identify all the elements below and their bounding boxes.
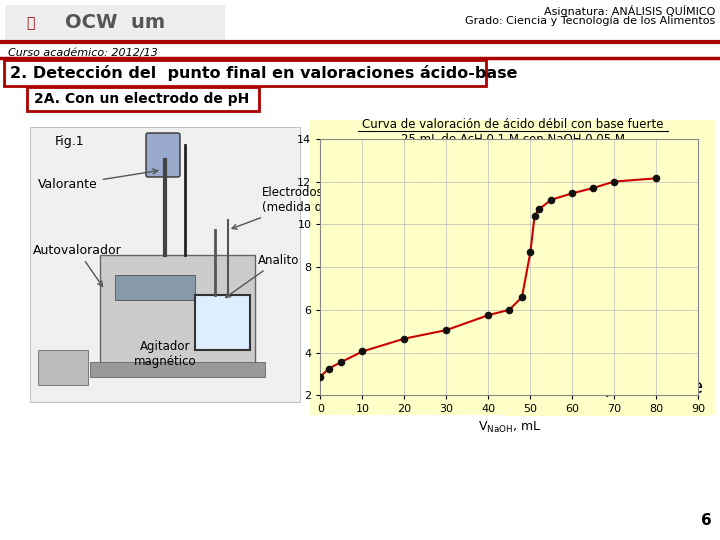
X-axis label: $\mathregular{V_{NaOH}}$, mL: $\mathregular{V_{NaOH}}$, mL <box>477 420 541 435</box>
Text: 25 mL de AcH 0,1 M con NaOH 0,05 M: 25 mL de AcH 0,1 M con NaOH 0,05 M <box>401 132 625 145</box>
Point <box>441 326 452 334</box>
Point <box>528 211 540 220</box>
Point <box>356 347 368 356</box>
FancyBboxPatch shape <box>27 87 259 111</box>
Point <box>588 184 599 192</box>
FancyBboxPatch shape <box>195 295 250 350</box>
FancyBboxPatch shape <box>30 127 300 402</box>
Text: OCW  um: OCW um <box>65 14 165 32</box>
Point <box>315 373 326 381</box>
Text: Asignatura: ANÁLISIS QUÍMICO: Asignatura: ANÁLISIS QUÍMICO <box>544 5 715 17</box>
Point <box>336 357 347 366</box>
Text: P: P <box>520 355 536 375</box>
Text: unto de: unto de <box>533 355 608 375</box>
Point <box>323 364 335 373</box>
Text: Curva de valoración de ácido débil con base fuerte: Curva de valoración de ácido débil con b… <box>362 118 664 132</box>
FancyBboxPatch shape <box>506 346 709 416</box>
Text: Curso académico: 2012/13: Curso académico: 2012/13 <box>8 48 158 58</box>
Text: Analito: Analito <box>225 253 300 298</box>
FancyBboxPatch shape <box>146 133 180 177</box>
Text: 6: 6 <box>701 513 712 528</box>
Text: Valorante: Valorante <box>38 169 158 192</box>
FancyBboxPatch shape <box>115 275 195 300</box>
Point <box>546 195 557 204</box>
Point <box>504 306 516 314</box>
Text: Grado: Ciencia y Tecnología de los Alimentos: Grado: Ciencia y Tecnología de los Alime… <box>464 16 715 26</box>
FancyBboxPatch shape <box>310 120 715 415</box>
Point <box>482 311 494 320</box>
Text: Electrodos
(medida de pH): Electrodos (medida de pH) <box>232 186 354 229</box>
FancyBboxPatch shape <box>90 362 265 377</box>
Text: ⬜: ⬜ <box>26 16 34 30</box>
Point <box>651 174 662 183</box>
Text: Autovalorador: Autovalorador <box>33 244 122 286</box>
Text: 2. Detección del  punto final en valoraciones ácido-base: 2. Detección del punto final en valoraci… <box>10 65 518 81</box>
Text: 2A. Con un electrodo de pH: 2A. Con un electrodo de pH <box>34 92 249 106</box>
Point <box>533 205 544 214</box>
FancyBboxPatch shape <box>100 255 255 365</box>
Point <box>608 177 620 186</box>
FancyBboxPatch shape <box>38 350 88 385</box>
Text: Agitador
magnético: Agitador magnético <box>134 340 197 368</box>
FancyBboxPatch shape <box>4 60 486 86</box>
Point <box>567 189 578 198</box>
Point <box>516 293 528 301</box>
Text: máxima pendiente: máxima pendiente <box>520 377 703 397</box>
FancyBboxPatch shape <box>5 5 225 40</box>
Point <box>525 248 536 256</box>
Point <box>399 334 410 343</box>
Text: Fig.1: Fig.1 <box>55 136 85 148</box>
